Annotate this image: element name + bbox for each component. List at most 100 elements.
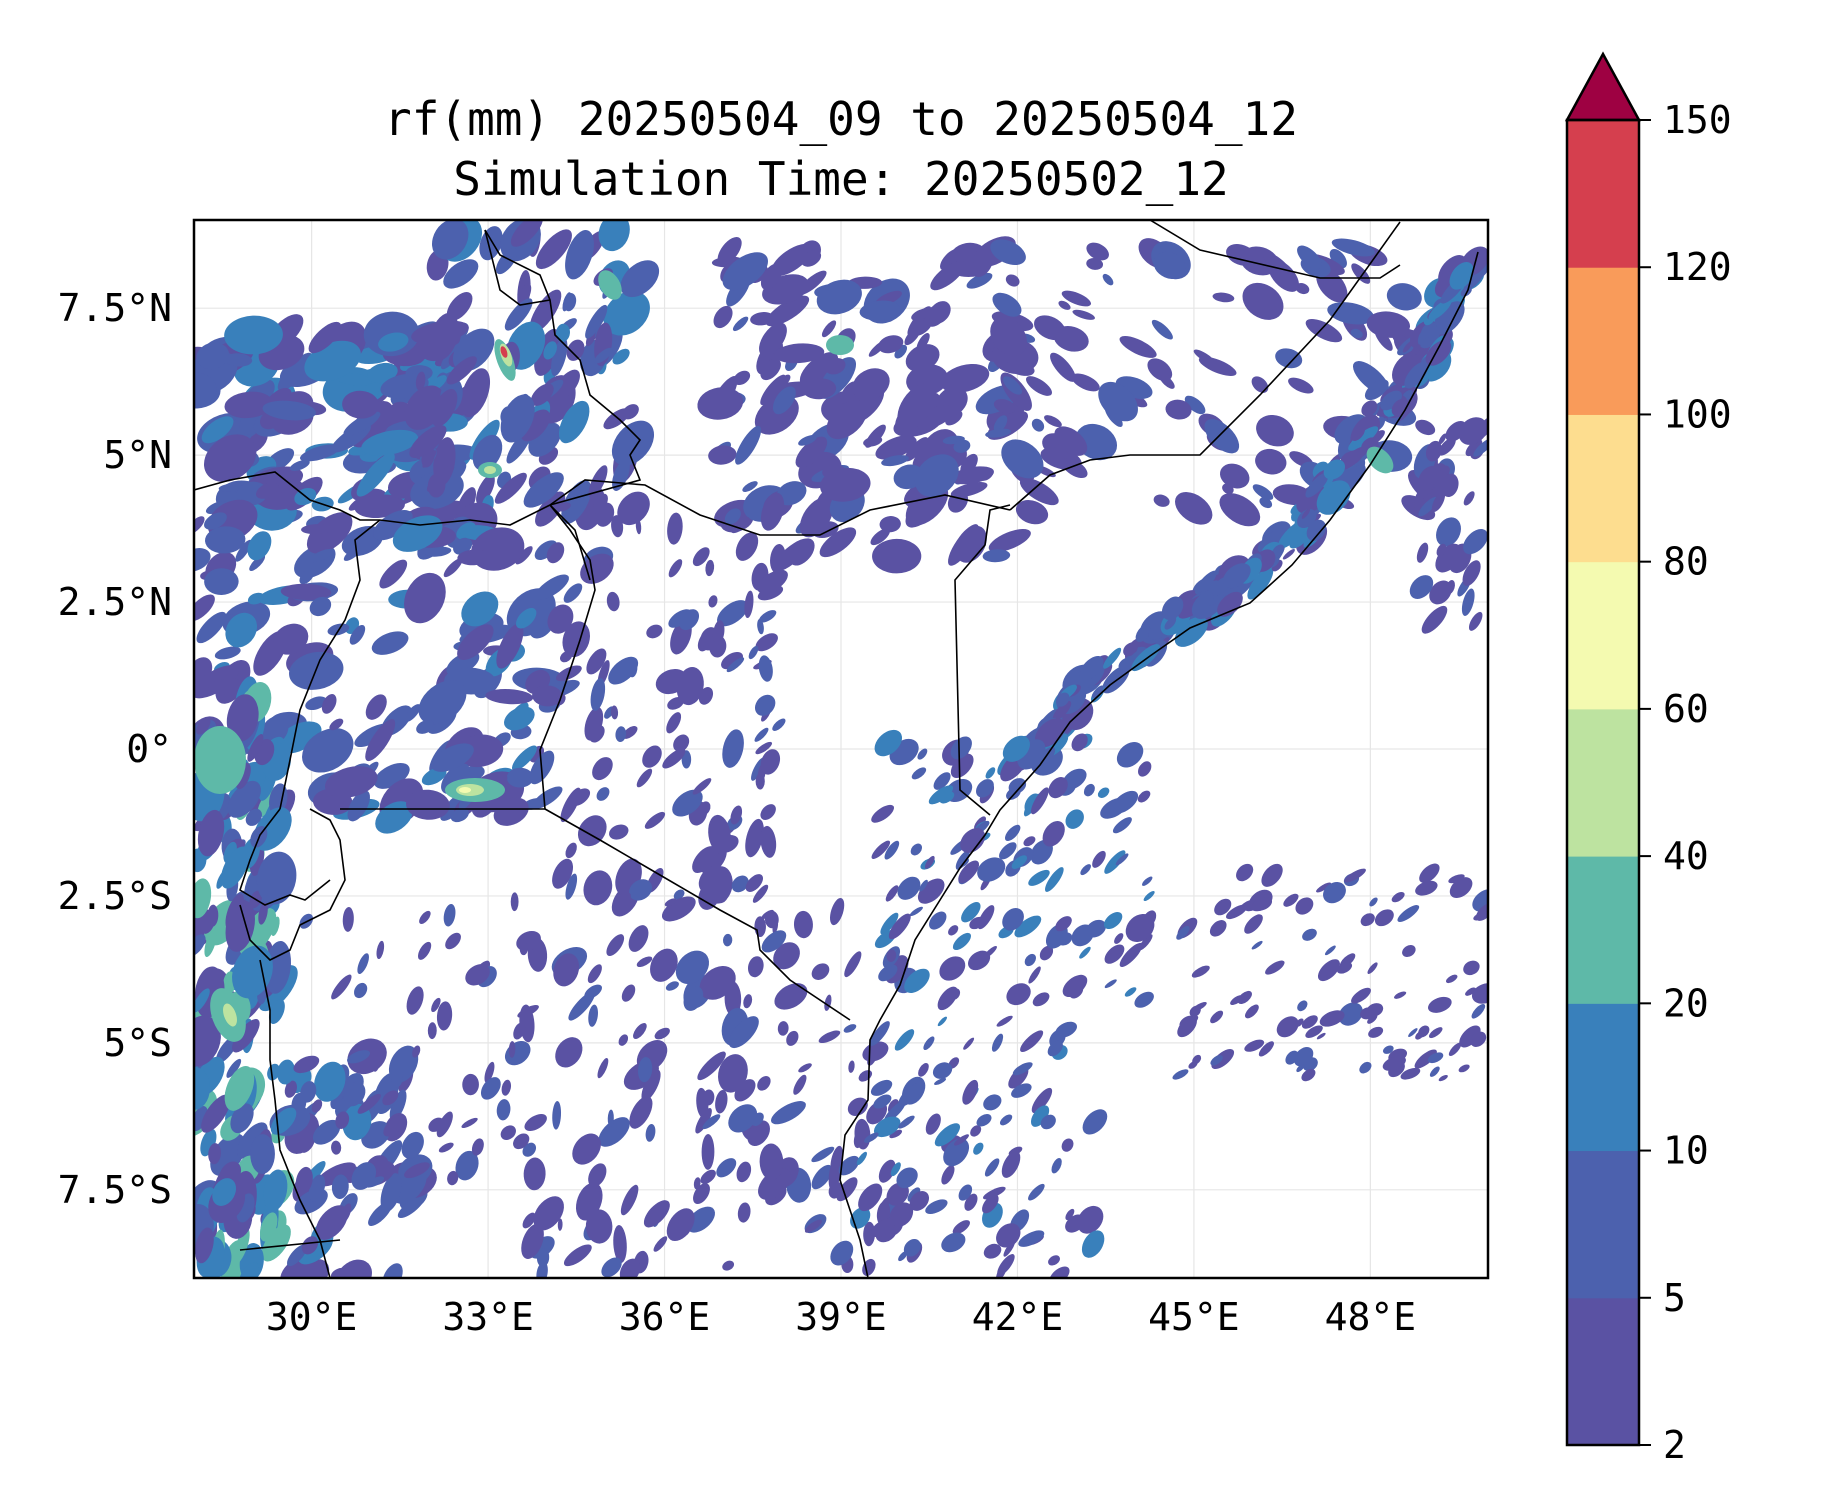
rain-cell [979, 467, 994, 481]
rain-cell [904, 968, 930, 993]
rain-cell [700, 1169, 716, 1184]
rain-cell [501, 1079, 512, 1096]
rain-cell [726, 657, 745, 673]
rain-cell [958, 860, 980, 884]
rain-cell [522, 1142, 537, 1157]
rain-cell [898, 1082, 923, 1107]
rain-cell [1123, 642, 1138, 657]
rain-cell [1415, 1031, 1425, 1040]
rain-cell [287, 1244, 307, 1267]
rain-cell [1222, 483, 1234, 495]
rain-cell [755, 633, 778, 652]
rain-cell [646, 624, 663, 639]
rain-cell [958, 1184, 973, 1201]
rain-cell [1338, 1002, 1363, 1026]
rain-cell [585, 304, 608, 339]
rain-cell [259, 1212, 278, 1242]
rainfall-contours [194, 220, 1488, 1278]
rain-cell [653, 1236, 668, 1252]
rain-cell [1114, 933, 1124, 944]
rain-cell [698, 881, 721, 910]
rain-cell [1428, 1027, 1443, 1039]
rain-cell [534, 540, 558, 560]
rain-cell [948, 925, 959, 936]
rain-cell [1296, 1064, 1305, 1073]
rain-cell [258, 902, 268, 925]
rain-cell [301, 524, 333, 535]
rain-cell [664, 898, 677, 907]
rain-cell [1414, 1049, 1437, 1069]
rain-cell [1364, 379, 1389, 401]
rain-cell [702, 1114, 721, 1130]
rain-cell [382, 1090, 399, 1106]
rain-cell [984, 1158, 1000, 1177]
rain-cell [1071, 733, 1088, 752]
rain-cell [852, 368, 890, 401]
rain-cell [1305, 1025, 1323, 1038]
rain-cell [1448, 1042, 1462, 1056]
rain-cell [569, 788, 591, 806]
rain-cell [983, 1243, 1002, 1259]
map-title-line-2: Simulation Time: 20250502_12 [453, 152, 1229, 206]
rain-cell [695, 1107, 712, 1134]
rain-cell [1006, 360, 1035, 376]
rain-cell [239, 907, 277, 957]
rain-cell [342, 390, 380, 419]
rain-cell [349, 624, 366, 645]
rain-cell [1283, 893, 1299, 907]
rain-cell [811, 963, 830, 980]
rain-cell [1369, 897, 1378, 907]
rain-cell [1247, 567, 1274, 600]
rain-cell [1188, 1061, 1198, 1069]
rain-cell [662, 748, 686, 769]
rain-cell [416, 720, 434, 734]
rain-cell [1020, 1030, 1044, 1052]
rain-cell [1219, 463, 1250, 489]
rain-cell [728, 1016, 759, 1049]
rain-cell [1143, 891, 1155, 902]
rain-cell [1058, 300, 1071, 310]
rain-cell [853, 1129, 864, 1149]
rain-cell [818, 1030, 841, 1044]
rain-cell [225, 893, 245, 931]
x-tick-label: 30°E [266, 1295, 358, 1339]
rain-cell [760, 804, 776, 820]
rain-cell [372, 1059, 380, 1072]
rain-cell [755, 741, 773, 755]
rain-cell [409, 425, 447, 458]
rain-cell [761, 909, 774, 919]
rain-cell [1008, 778, 1027, 794]
rain-cell [194, 988, 210, 1013]
rain-cell [795, 436, 828, 468]
x-tick-label: 36°E [619, 1295, 711, 1339]
rain-cell [1368, 1026, 1384, 1038]
rain-cell [340, 1203, 352, 1223]
rain-cell [888, 913, 911, 940]
rain-cell [1164, 617, 1177, 630]
rain-cell [1302, 928, 1317, 941]
rain-cell [622, 404, 639, 420]
y-axis-ticks: 7.5°N 5°N 2.5°N 0° 2.5°S 5°S 7.5°S [58, 286, 172, 1212]
rain-cell [1236, 863, 1254, 882]
rain-cell [343, 1081, 366, 1107]
rain-cell [1079, 946, 1091, 959]
rain-cell [1138, 761, 1152, 777]
rain-cell [419, 910, 431, 924]
rain-cell [289, 459, 310, 471]
rain-cell [1052, 700, 1072, 721]
rain-cell [1104, 979, 1117, 989]
rain-cell [666, 712, 682, 734]
rain-hotspot [826, 335, 854, 355]
kenya-ethiopia-border [549, 479, 1011, 536]
rain-cell [443, 558, 463, 578]
rain-cell [1134, 991, 1154, 1008]
rain-cell [1415, 880, 1438, 896]
rain-cell [1237, 990, 1252, 1004]
map-title-line-1: rf(mm) 20250504_09 to 20250504_12 [384, 92, 1298, 146]
rain-cell [1252, 484, 1274, 500]
rain-cell [1323, 882, 1346, 904]
x-tick-label: 42°E [972, 1295, 1064, 1339]
rain-cell [357, 953, 369, 975]
rain-cell [201, 1094, 231, 1133]
rain-cell [934, 1123, 961, 1147]
